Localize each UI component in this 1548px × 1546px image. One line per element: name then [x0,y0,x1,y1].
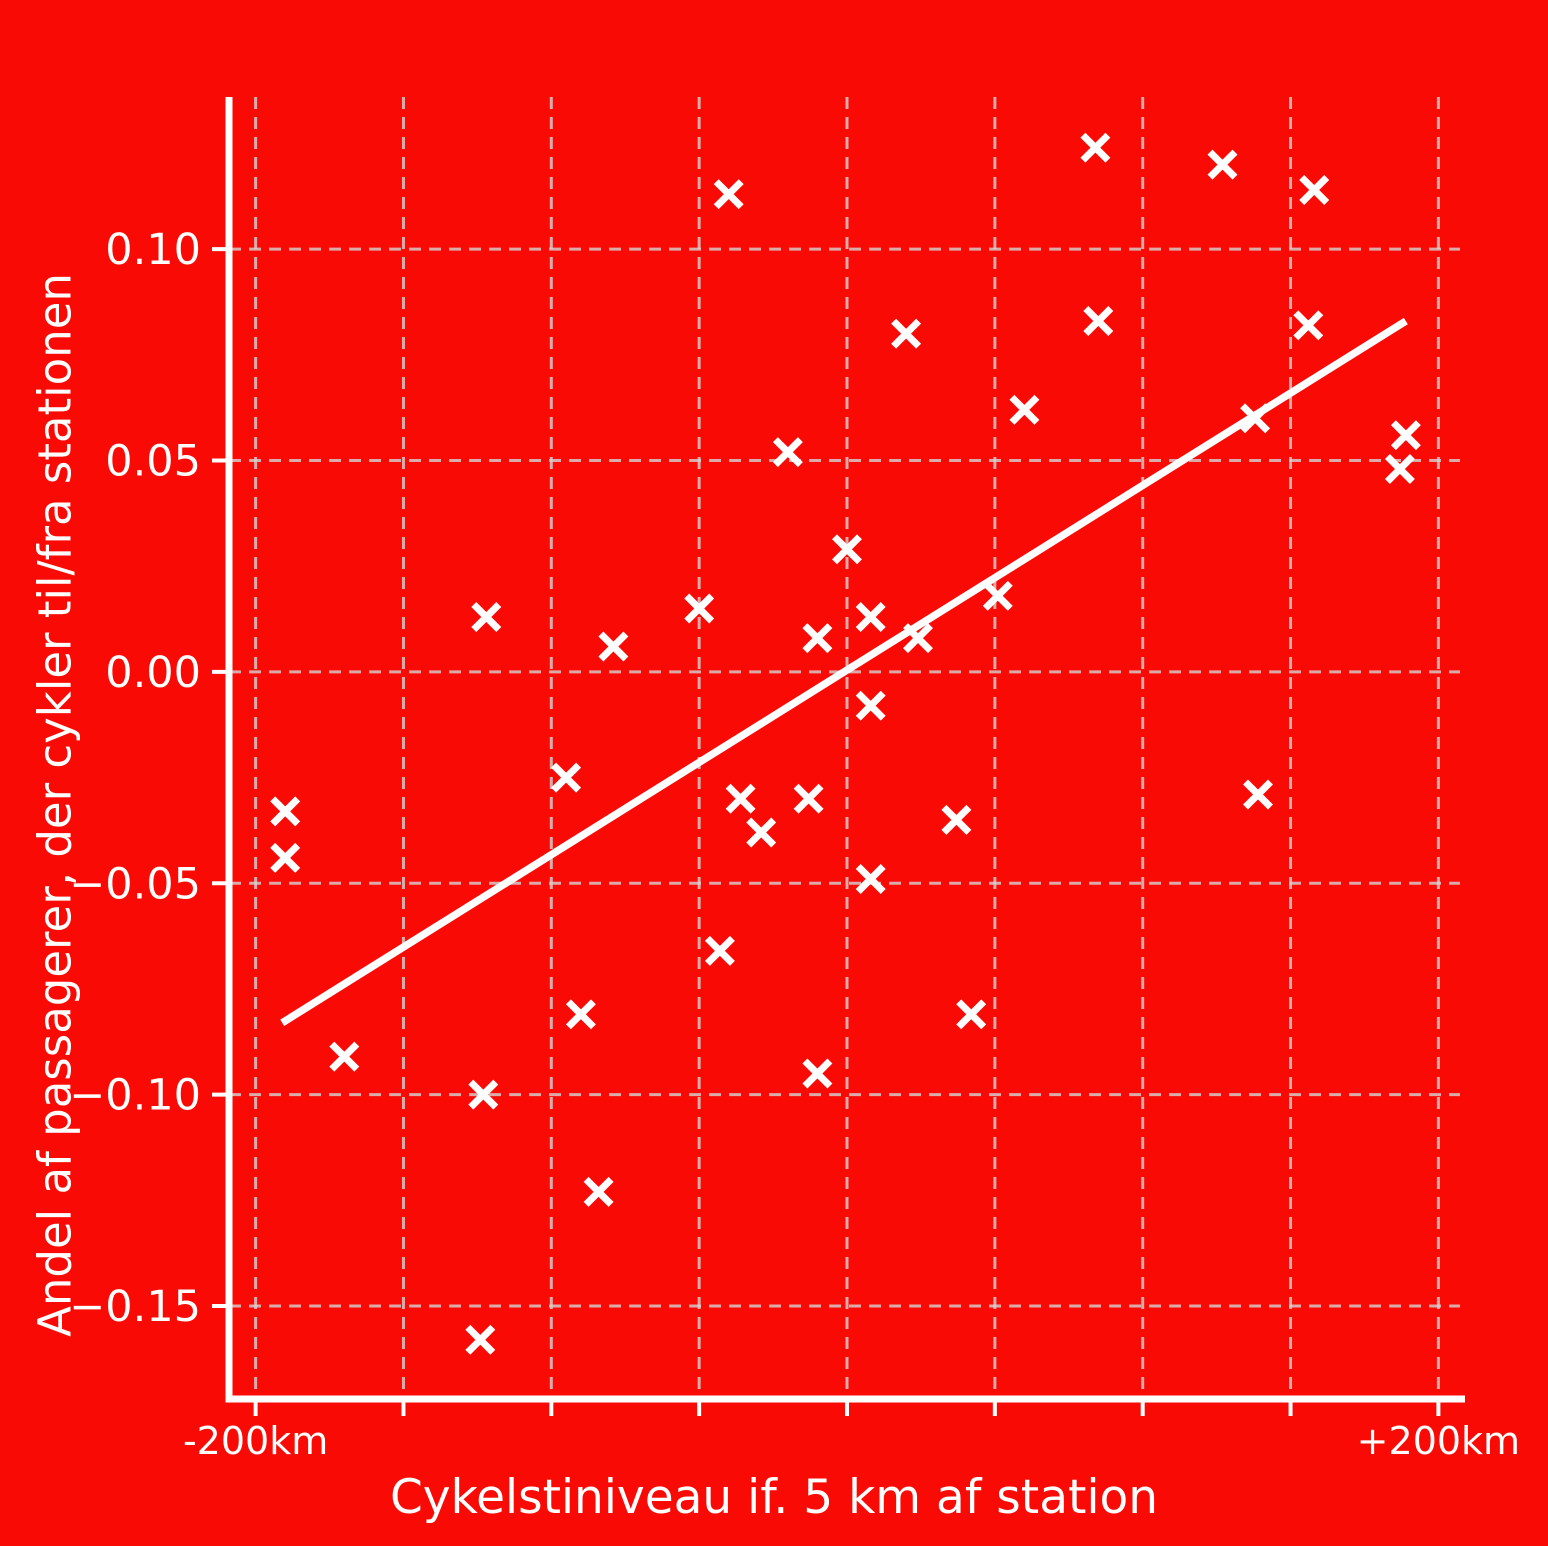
data-point-marker [713,179,744,210]
data-point-marker [471,602,502,632]
data-point-marker [855,602,886,632]
y-tick-label: −0.05 [69,859,201,909]
y-tick-label: −0.10 [69,1071,201,1121]
trend-line [280,317,1408,1026]
data-point-marker [855,690,886,721]
y-tick-label: 0.00 [105,648,201,698]
data-point-marker [1293,310,1324,341]
y-tick-label: 0.10 [105,225,201,275]
data-point-marker [468,1079,499,1110]
data-point-marker [725,783,756,814]
data-point-marker [832,534,862,565]
x-tick-label: +200km [1357,1419,1520,1463]
data-point-marker [465,1324,496,1355]
data-point-marker [1299,175,1330,205]
data-point-marker [704,935,735,966]
data-point-marker [802,623,833,654]
y-tick-label: −0.15 [69,1282,201,1332]
data-point-marker [1009,394,1040,425]
data-point-marker [1240,403,1271,434]
data-point-marker [982,580,1013,611]
data-point-marker [1243,779,1273,810]
data-point-marker [1384,454,1415,484]
x-axis-title: Cykelstiniveau if. 5 km af station [389,1470,1159,1525]
x-tick-label: -200km [183,1419,328,1463]
data-point-marker [772,437,803,468]
data-point-marker [270,842,301,873]
data-point-marker [802,1058,833,1089]
data-point-marker [1080,132,1111,163]
y-tick-label: 0.05 [105,437,201,487]
data-point-marker [1207,149,1238,180]
data-point-marker [1083,306,1114,336]
data-point-marker [746,817,777,848]
data-point-marker [598,631,629,662]
data-point-marker [565,999,596,1030]
data-point-marker [1390,420,1421,451]
data-point-marker [684,593,715,624]
data-point-marker [329,1041,360,1072]
data-point-marker [956,999,987,1030]
data-point-marker [793,783,824,814]
data-point-marker [551,762,582,793]
data-point-marker [941,804,972,835]
data-point-marker [903,623,933,654]
data-point-marker [855,864,886,894]
y-axis-title: Andel af passagerer, der cykler til/fra … [28,273,82,1337]
data-point-marker [270,796,301,827]
data-point-marker [891,318,922,349]
data-point-marker [583,1176,614,1207]
